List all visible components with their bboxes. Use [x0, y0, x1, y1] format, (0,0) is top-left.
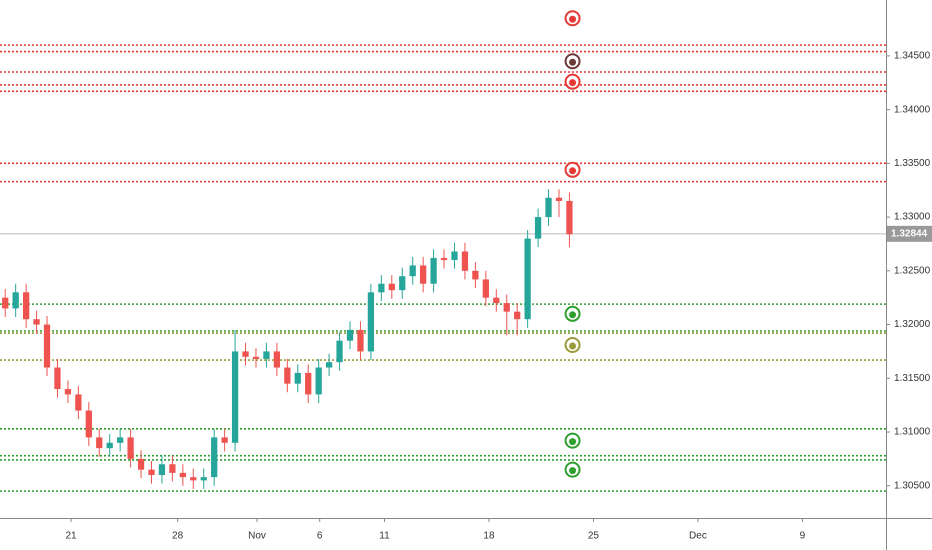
candle-body [2, 297, 9, 309]
candle-body [430, 257, 437, 284]
alert-marker-dot [569, 15, 577, 23]
candle-body [273, 351, 281, 368]
candle-body [399, 276, 406, 291]
candle-body [43, 324, 51, 368]
candle-body [315, 367, 322, 395]
y-tick-label: 1.33500 [894, 158, 931, 169]
candle-body [566, 200, 573, 235]
candle-body [461, 251, 469, 271]
y-tick-label: 1.34000 [894, 104, 931, 115]
candle-body [482, 279, 489, 298]
candle-body [127, 437, 134, 459]
candle-body [305, 372, 312, 395]
candle-body [22, 292, 30, 320]
candle-body [242, 351, 249, 357]
candle-body [420, 265, 427, 284]
y-tick-label: 1.34500 [894, 51, 931, 62]
candle-body [555, 197, 563, 201]
candle-body [179, 472, 186, 478]
candle-body [96, 437, 103, 449]
candle-body [503, 303, 510, 312]
candle-body [493, 297, 500, 304]
candle-body [64, 389, 72, 395]
candle-body [190, 477, 197, 481]
candle-body [472, 270, 479, 280]
last-price-label: 1.32844 [891, 228, 928, 239]
candle-body [440, 257, 448, 261]
alert-marker-dot [569, 438, 577, 446]
candle-body [336, 340, 343, 363]
candle-body [54, 367, 61, 390]
candle-body [284, 367, 291, 384]
candle-body [514, 311, 521, 320]
y-tick-label: 1.32000 [894, 319, 931, 330]
y-tick-label: 1.31500 [894, 373, 931, 384]
candle-body [158, 464, 166, 476]
alert-marker-dot [569, 167, 577, 175]
x-tick-label: 6 [317, 531, 323, 542]
candle-body [12, 292, 19, 309]
x-tick-label: Dec [689, 531, 707, 542]
alert-marker-dot [569, 58, 577, 66]
candle-body [85, 410, 92, 438]
candle-body [169, 464, 176, 473]
candle-body [200, 477, 207, 481]
alert-marker-dot [569, 79, 577, 87]
candle-body [137, 458, 145, 470]
last-price-badge [887, 225, 932, 242]
candle-body [263, 351, 270, 359]
x-tick-label: 21 [65, 531, 77, 542]
candle-body [75, 394, 82, 411]
y-tick-label: 1.31000 [894, 427, 931, 438]
candle-body [106, 442, 113, 449]
candle-body [325, 362, 333, 368]
x-tick-label: Nov [248, 531, 266, 542]
candle-body [221, 437, 228, 443]
alert-marker-dot [569, 467, 577, 475]
x-tick-label: 25 [588, 531, 600, 542]
y-tick-label: 1.30500 [894, 480, 931, 491]
candle-body [231, 351, 239, 443]
candle-body [346, 329, 354, 341]
candle-body [148, 469, 155, 476]
alert-marker-dot [569, 311, 577, 319]
candle-body [357, 329, 364, 352]
candle-body [451, 251, 458, 261]
candle-body [33, 319, 40, 325]
candle-body [252, 356, 260, 359]
candle-body [367, 292, 375, 352]
x-tick-label: 11 [379, 531, 390, 542]
x-tick-label: 28 [172, 531, 184, 542]
candle-body [409, 265, 416, 277]
alert-marker-dot [569, 342, 577, 350]
candle-body [545, 197, 552, 218]
y-tick-label: 1.32500 [894, 265, 931, 276]
y-tick-label: 1.33000 [894, 212, 931, 223]
candle-body [388, 283, 395, 291]
candle-body [524, 238, 531, 320]
x-tick-label: 18 [483, 531, 495, 542]
candle-body [378, 283, 385, 293]
candle-body [117, 437, 124, 443]
x-tick-label: 9 [800, 531, 806, 542]
candle-body [294, 372, 301, 384]
candle-body [534, 217, 542, 239]
candle-body [211, 437, 218, 478]
